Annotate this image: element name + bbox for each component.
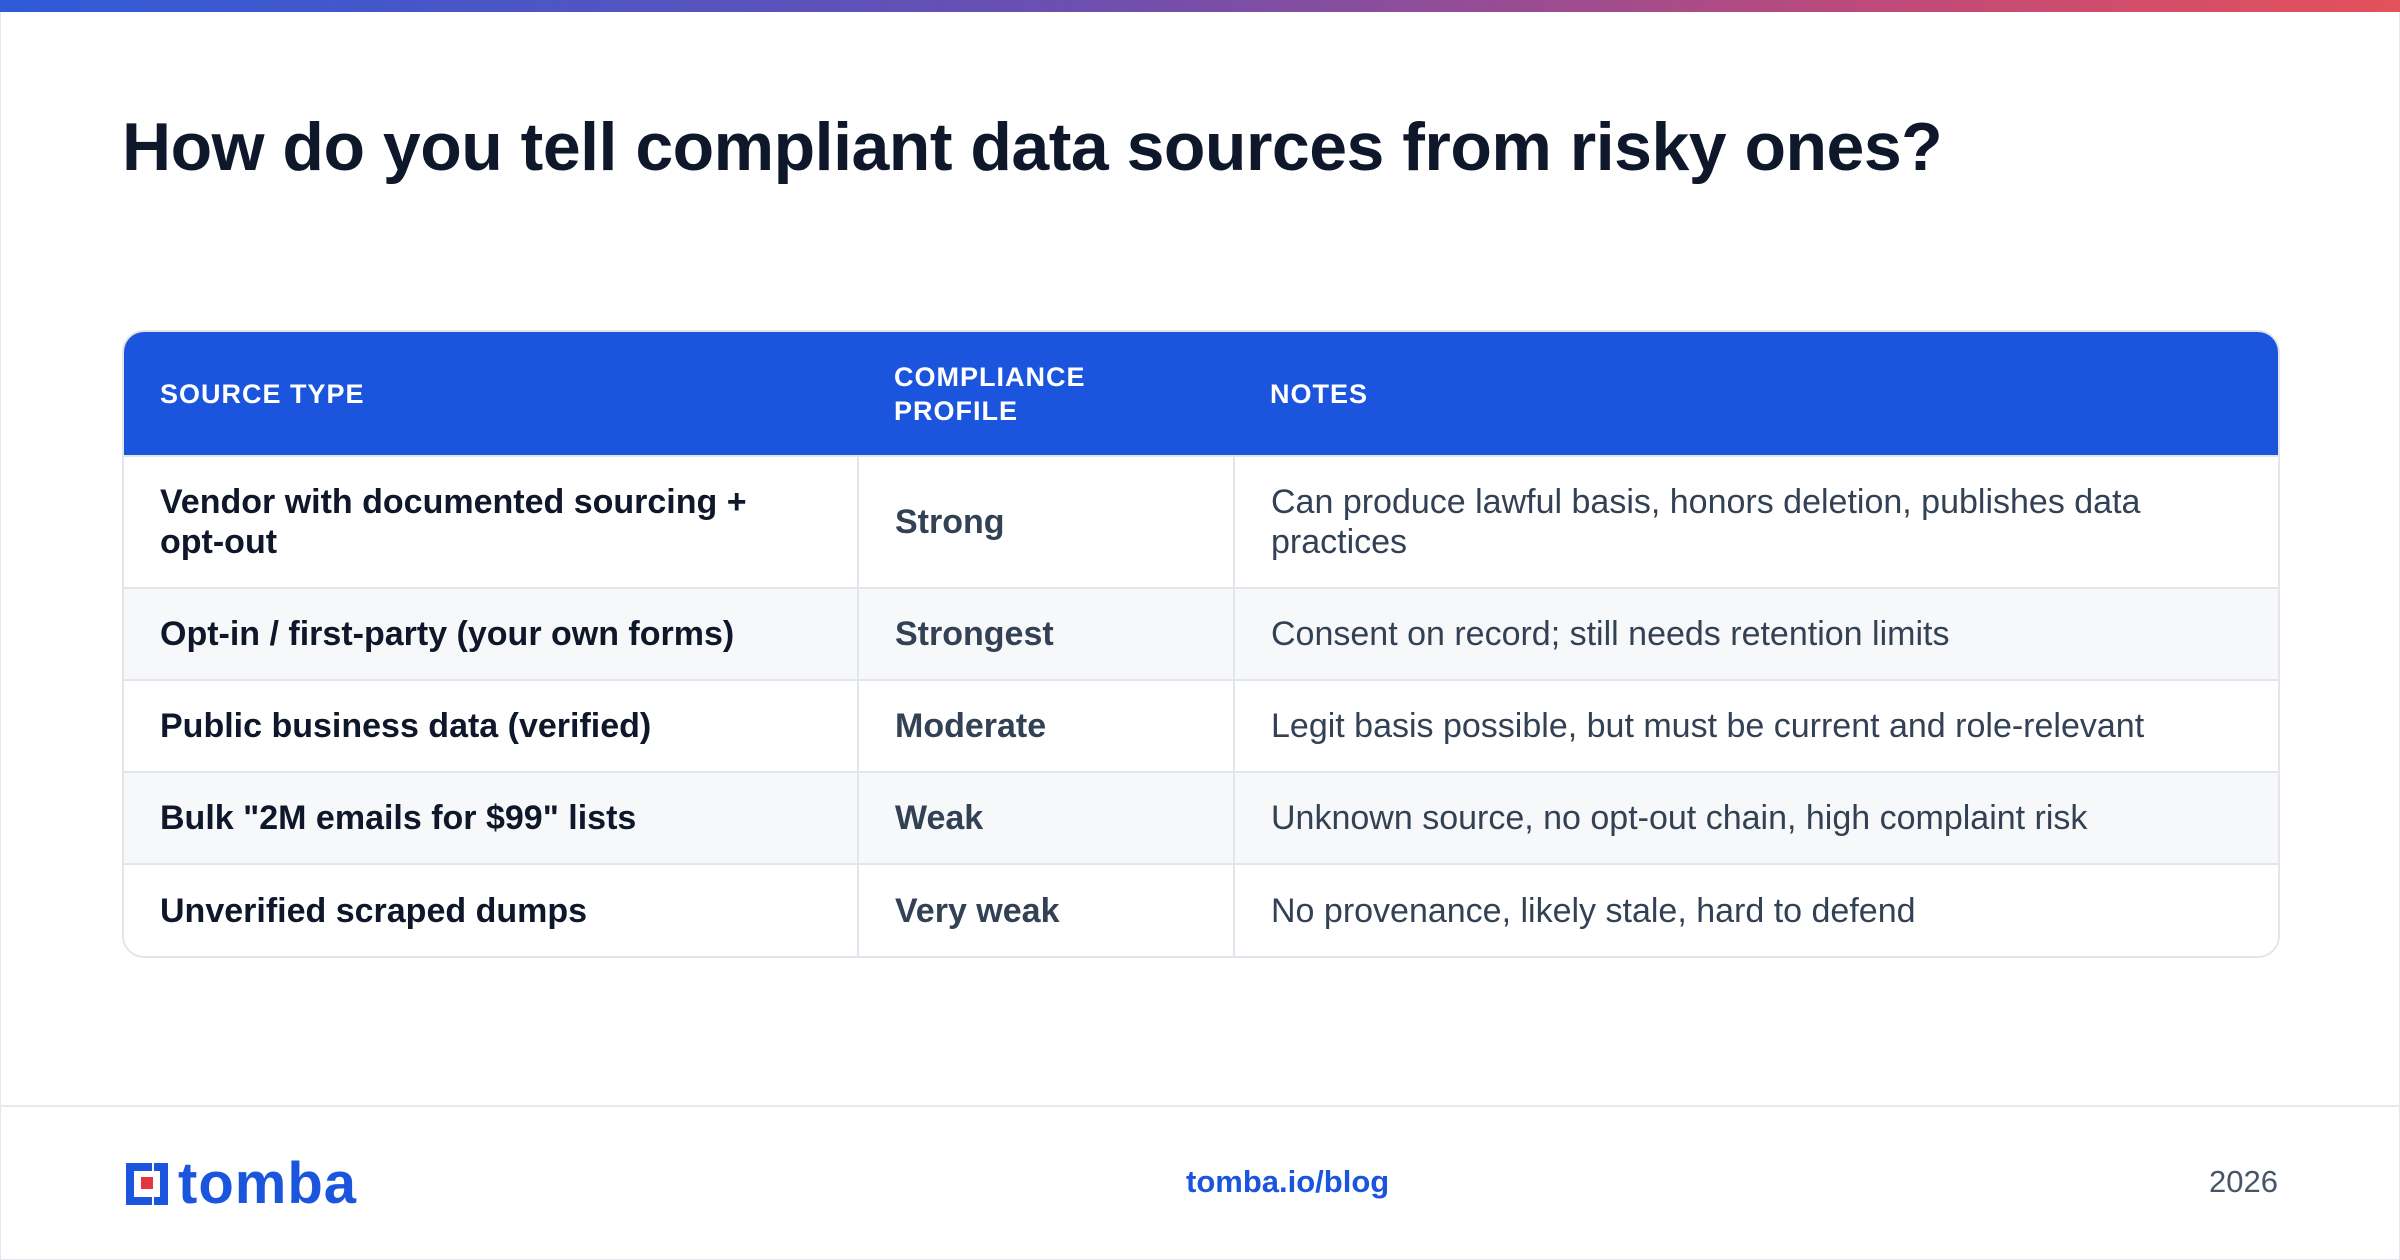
table-row: Unverified scraped dumps Very weak No pr…: [124, 863, 2278, 956]
year-label: 2026: [2209, 1164, 2278, 1199]
table-row: Bulk "2M emails for $99" lists Weak Unkn…: [124, 771, 2278, 864]
notes-cell: No provenance, likely stale, hard to def…: [1234, 863, 2278, 956]
footer-divider: [0, 1105, 2400, 1107]
source-type-cell: Vendor with documented sourcing + opt-ou…: [124, 455, 859, 588]
table-row: Opt-in / first-party (your own forms) St…: [124, 587, 2278, 680]
header-compliance-profile: COMPLIANCE PROFILE: [894, 361, 1086, 426]
table-row: Public business data (verified) Moderate…: [124, 679, 2278, 772]
source-type-cell: Public business data (verified): [124, 679, 859, 772]
compliance-profile-cell: Very weak: [858, 863, 1235, 956]
tomba-logo-icon: [122, 1159, 172, 1209]
logo-wordmark: tomba: [178, 1151, 357, 1216]
compliance-profile-cell: Weak: [858, 771, 1235, 864]
header-notes: NOTES: [1270, 378, 1369, 409]
source-type-cell: Unverified scraped dumps: [124, 863, 859, 956]
blog-link[interactable]: tomba.io/blog: [1186, 1164, 1390, 1199]
compliance-profile-cell: Moderate: [858, 679, 1235, 772]
comparison-table: SOURCE TYPE COMPLIANCE PROFILE NOTES Ven…: [122, 330, 2280, 958]
compliance-profile-cell: Strong: [858, 455, 1235, 588]
page-title: How do you tell compliant data sources f…: [122, 109, 1943, 185]
table-header-row: SOURCE TYPE COMPLIANCE PROFILE NOTES: [124, 332, 2278, 456]
compliance-profile-cell: Strongest: [858, 587, 1235, 680]
notes-cell: Legit basis possible, but must be curren…: [1234, 679, 2278, 772]
table-row: Vendor with documented sourcing + opt-ou…: [124, 455, 2278, 588]
source-type-cell: Bulk "2M emails for $99" lists: [124, 771, 859, 864]
notes-cell: Can produce lawful basis, honors deletio…: [1234, 455, 2278, 588]
notes-cell: Consent on record; still needs retention…: [1234, 587, 2278, 680]
header-source-type: SOURCE TYPE: [160, 378, 365, 409]
top-gradient-bar: [0, 0, 2400, 12]
source-type-cell: Opt-in / first-party (your own forms): [124, 587, 859, 680]
tomba-logo: tomba: [122, 1151, 382, 1216]
notes-cell: Unknown source, no opt-out chain, high c…: [1234, 771, 2278, 864]
